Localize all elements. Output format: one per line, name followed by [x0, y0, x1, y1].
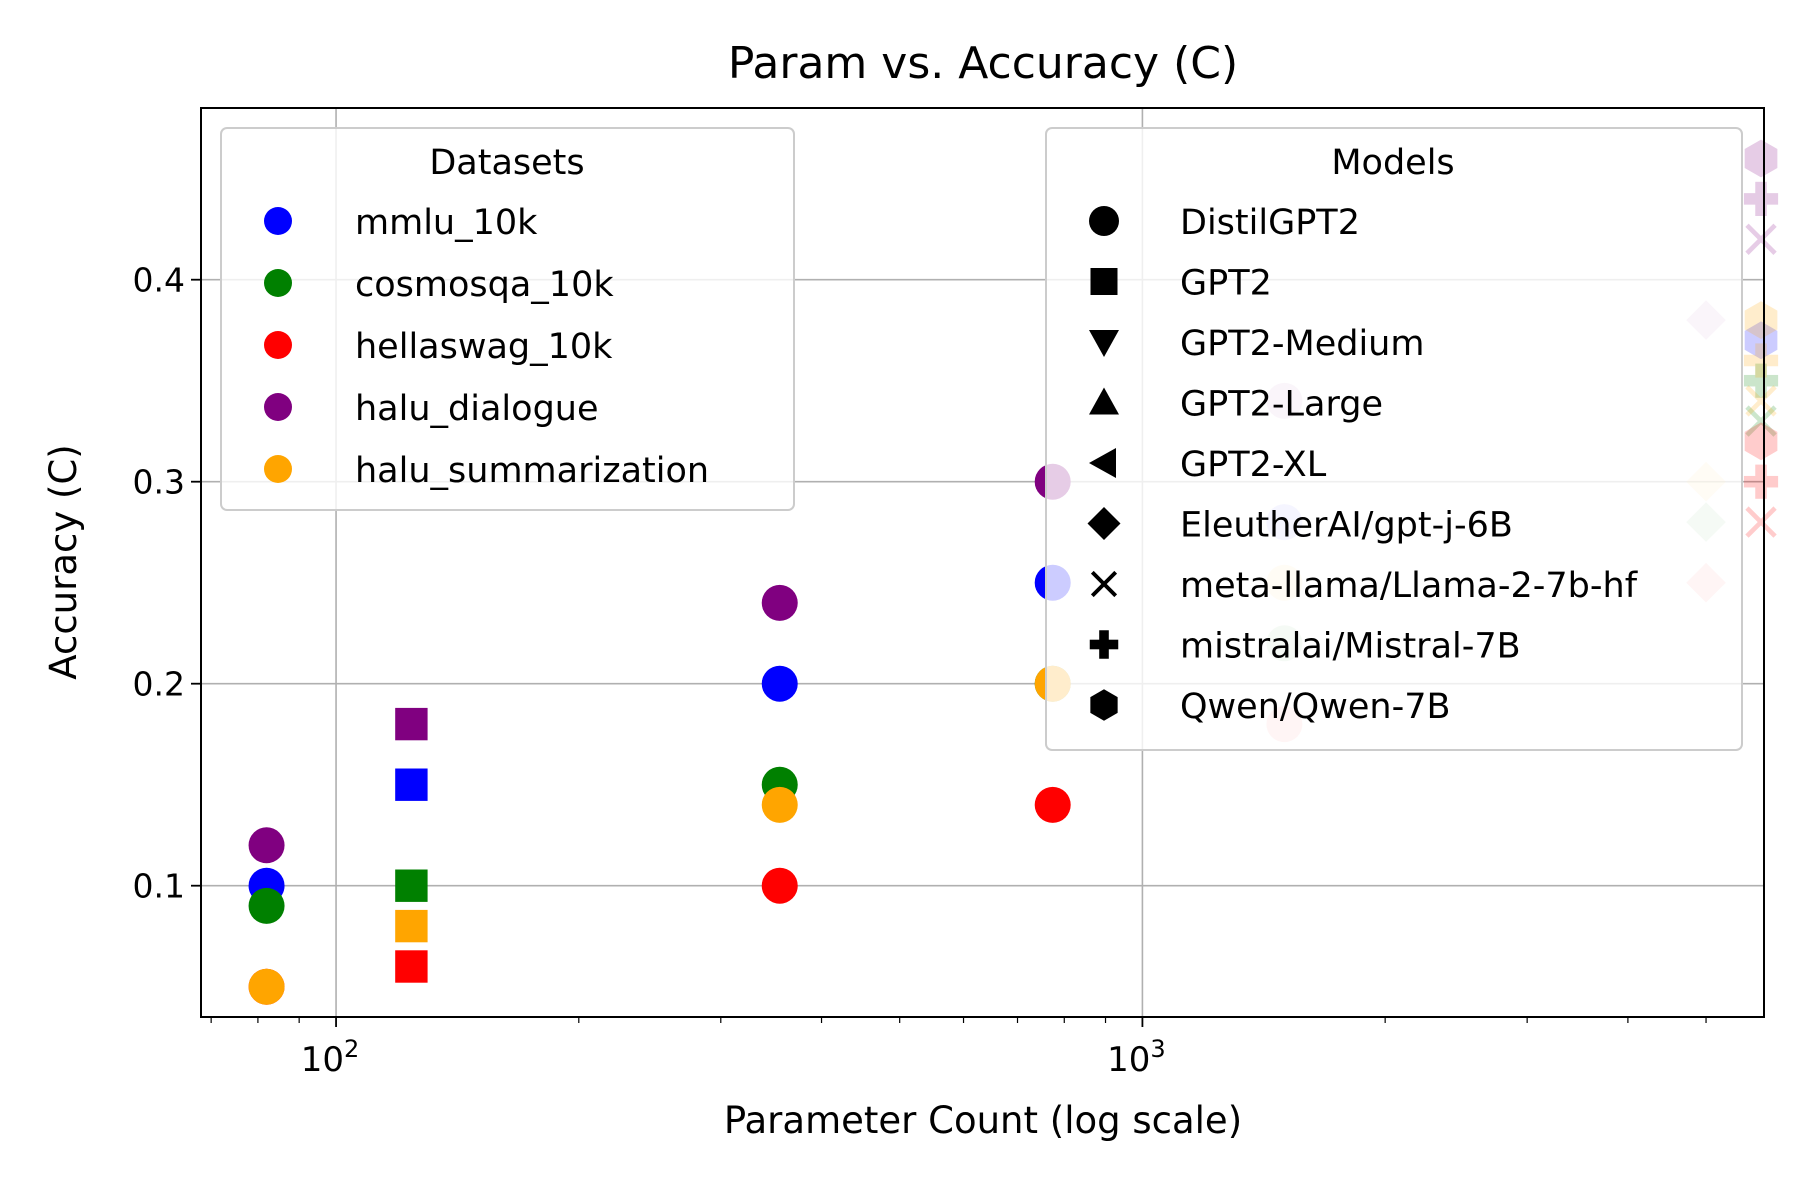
legend-model-marker	[1089, 448, 1116, 478]
data-point	[1745, 223, 1777, 255]
chart-title: Param vs. Accuracy (C)	[728, 38, 1238, 89]
legend-model-marker	[1089, 206, 1119, 236]
legend-model-marker	[1089, 630, 1119, 659]
data-point	[248, 887, 285, 924]
legend-datasets-title: Datasets	[429, 143, 584, 183]
legend-datasets: Datasets mmlu_10k cosmosqa_10k hellaswag_10…	[220, 127, 795, 511]
y-tick-label: 0.1	[133, 867, 185, 906]
y-tick-label: 0.2	[133, 665, 185, 704]
data-point	[1744, 139, 1778, 178]
plot-frame	[200, 107, 1765, 1018]
data-point	[1744, 321, 1778, 360]
legend-model-marker	[1089, 330, 1119, 357]
data-point	[761, 584, 798, 621]
legend-models-title: Models	[1331, 143, 1454, 183]
data-point	[1743, 343, 1779, 378]
legend-dataset-label: halu_dialogue	[355, 389, 599, 429]
legend-dataset-label: cosmosqa_10k	[355, 265, 614, 305]
legend-dataset-marker	[264, 393, 292, 421]
legend-model-label: GPT2	[1180, 264, 1272, 304]
data-point	[1744, 301, 1778, 339]
data-point	[248, 827, 285, 864]
legend-dataset-label: hellaswag_10k	[355, 327, 613, 367]
legend-model-label: Qwen/Qwen-7B	[1180, 687, 1450, 727]
data-point	[1745, 385, 1777, 417]
data-point	[395, 707, 428, 741]
y-tick-label: 0.4	[133, 261, 185, 300]
legend-model-label: EleutherAI/gpt-j-6B	[1180, 506, 1513, 546]
data-point	[1743, 363, 1779, 398]
y-tick-label: 0.3	[133, 463, 185, 502]
data-point	[395, 950, 428, 983]
data-point	[761, 867, 798, 904]
legend-models: Models DistilGPT2 GPT2 GPT2-Medium GPT2-Larg…	[1045, 127, 1743, 751]
legend-model-marker	[1090, 570, 1118, 598]
data-point	[761, 665, 798, 702]
axis-ticks: 102 103 0.1 0.2 0.3 0.4	[133, 261, 1707, 1080]
legend-dataset-marker	[264, 455, 292, 483]
legend-model-marker	[1090, 268, 1118, 295]
data-point	[761, 786, 798, 823]
legend-model-marker	[1090, 689, 1118, 721]
legend-dataset-marker	[264, 207, 292, 235]
data-point	[395, 909, 428, 943]
legend-model-label: GPT2-Large	[1180, 385, 1383, 425]
data-point	[1034, 786, 1071, 823]
data-point	[1743, 464, 1779, 499]
legend-models-frame	[1045, 127, 1743, 751]
data-point	[1745, 405, 1777, 437]
x-tick-label: 102	[301, 1035, 360, 1080]
y-axis-label: Accuracy (C)	[42, 444, 85, 679]
legend-model-label: meta-llama/Llama-2-7b-hf	[1180, 566, 1638, 606]
legend-datasets-frame	[220, 127, 795, 511]
data-point	[1745, 506, 1777, 538]
legend-model-label: mistralai/Mistral-7B	[1180, 627, 1521, 667]
data-point	[1743, 181, 1779, 216]
data-point	[395, 869, 428, 902]
legend-model-marker	[1089, 387, 1119, 415]
legend-model-label: GPT2-Medium	[1180, 324, 1424, 364]
legend-model-label: DistilGPT2	[1180, 203, 1360, 243]
data-point	[1744, 422, 1778, 461]
legend-dataset-marker	[264, 331, 292, 359]
legend-dataset-label: halu_summarization	[355, 451, 709, 491]
x-tick-label: 103	[1107, 1035, 1166, 1080]
legend-model-marker	[1087, 507, 1121, 540]
legend-dataset-marker	[264, 269, 292, 297]
legend-dataset-label: mmlu_10k	[355, 203, 538, 243]
data-point	[395, 768, 428, 801]
data-point	[248, 968, 285, 1005]
legend-model-label: GPT2-XL	[1180, 445, 1327, 485]
x-axis-label: Parameter Count (log scale)	[724, 1099, 1242, 1142]
